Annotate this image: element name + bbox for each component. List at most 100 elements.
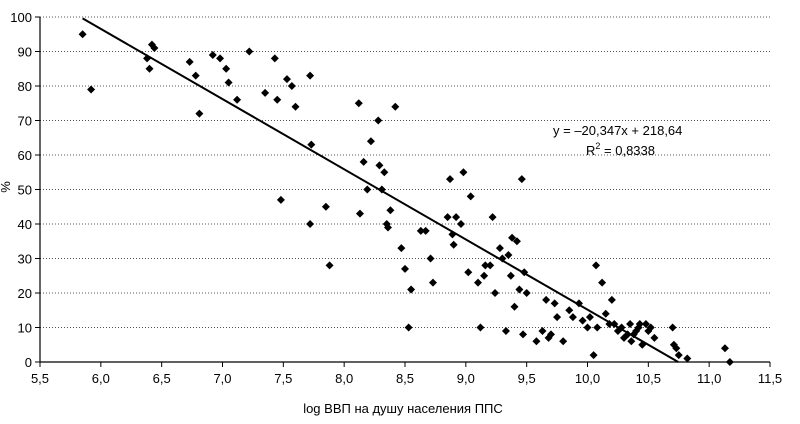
data-point <box>650 333 659 342</box>
data-point <box>589 351 598 360</box>
data-point <box>233 95 242 104</box>
data-point <box>185 57 194 66</box>
data-point <box>459 168 468 177</box>
r-squared-value: = 0,8338 <box>600 143 655 158</box>
data-point <box>578 316 587 325</box>
r-squared-label: R2 = 0,8338 <box>586 141 655 158</box>
data-point <box>517 175 526 184</box>
data-point <box>245 47 254 56</box>
data-point <box>583 323 592 332</box>
data-point <box>208 50 217 59</box>
data-point <box>452 213 461 222</box>
data-point <box>306 71 315 80</box>
data-point <box>416 226 425 235</box>
data-point <box>446 175 455 184</box>
data-point <box>480 271 489 280</box>
data-point <box>443 213 452 222</box>
data-point <box>683 354 692 363</box>
x-tick-label: 7,5 <box>274 371 292 386</box>
data-point <box>466 192 475 201</box>
x-tick-label: 5,5 <box>31 371 49 386</box>
data-point <box>510 302 519 311</box>
data-point <box>291 102 300 111</box>
x-tick-label: 10,5 <box>636 371 661 386</box>
x-tick-label: 9,5 <box>518 371 536 386</box>
data-point <box>307 140 316 149</box>
y-tick-label: 0 <box>25 355 32 370</box>
data-point <box>519 330 528 339</box>
data-point <box>375 161 384 170</box>
data-point <box>449 240 458 249</box>
x-axis-ticks: 5,5 6,0 6,5 7,0 7,5 8,0 8,5 9,0 9,5 10,0 10,5 11,0 1… <box>31 362 782 386</box>
x-tick-label: 8,0 <box>335 371 353 386</box>
data-point <box>374 116 383 125</box>
data-point <box>641 320 650 329</box>
data-point <box>306 220 315 228</box>
r-squared-prefix: R <box>586 143 595 158</box>
data-point <box>456 220 465 228</box>
y-tick-label: 60 <box>18 148 32 163</box>
y-tick-label: 100 <box>10 10 32 25</box>
x-tick-label: 9,0 <box>457 371 475 386</box>
x-tick-label: 7,0 <box>213 371 231 386</box>
data-point <box>216 54 225 63</box>
x-tick-label: 10,0 <box>575 371 600 386</box>
y-tick-label: 80 <box>18 79 32 94</box>
data-point <box>598 278 607 287</box>
gridlines <box>40 16 770 328</box>
data-point <box>495 244 504 253</box>
x-tick-label: 8,5 <box>396 371 414 386</box>
data-point <box>273 95 282 104</box>
data-point <box>428 278 437 287</box>
y-tick-label: 20 <box>18 286 32 301</box>
data-point <box>261 88 270 97</box>
data-point <box>421 226 430 235</box>
data-point <box>593 323 602 332</box>
data-point <box>287 82 296 90</box>
data-point <box>720 344 729 353</box>
data-point <box>486 261 495 270</box>
y-tick-label: 50 <box>18 183 32 198</box>
data-point <box>78 30 87 39</box>
data-point <box>150 44 159 53</box>
data-point <box>87 85 96 94</box>
data-point <box>321 202 330 211</box>
data-point <box>282 75 291 84</box>
x-tick-label: 6,0 <box>92 371 110 386</box>
data-point <box>354 99 363 108</box>
data-point <box>550 299 559 308</box>
y-tick-label: 70 <box>18 114 32 129</box>
y-tick-label: 40 <box>18 217 32 232</box>
data-point <box>488 213 497 222</box>
data-point <box>522 289 531 297</box>
y-tick-label: 10 <box>18 321 32 336</box>
data-point <box>276 195 285 204</box>
trendline-group <box>82 17 679 363</box>
data-point <box>592 261 601 270</box>
x-axis-title: log ВВП на душу населения ППС <box>303 401 503 416</box>
data-point <box>627 337 636 346</box>
data-point <box>568 313 577 322</box>
trendline-equation: y = –20,347x + 218,64 <box>553 123 682 138</box>
data-point <box>355 209 364 218</box>
data-point <box>426 254 435 263</box>
data-point <box>325 261 334 270</box>
data-point <box>672 344 681 353</box>
data-point <box>532 337 541 346</box>
y-tick-label: 30 <box>18 252 32 267</box>
data-point <box>601 309 610 318</box>
data-point <box>626 320 635 329</box>
data-point <box>512 237 521 246</box>
data-point <box>359 157 368 166</box>
data-point <box>191 71 200 80</box>
data-point <box>506 271 515 280</box>
trendline <box>82 17 679 363</box>
x-tick-label: 11,0 <box>697 371 721 386</box>
data-point <box>635 320 644 329</box>
data-point <box>195 109 204 118</box>
data-point <box>542 295 551 304</box>
data-point <box>380 168 389 177</box>
data-point <box>464 268 473 277</box>
data-point <box>222 64 231 73</box>
